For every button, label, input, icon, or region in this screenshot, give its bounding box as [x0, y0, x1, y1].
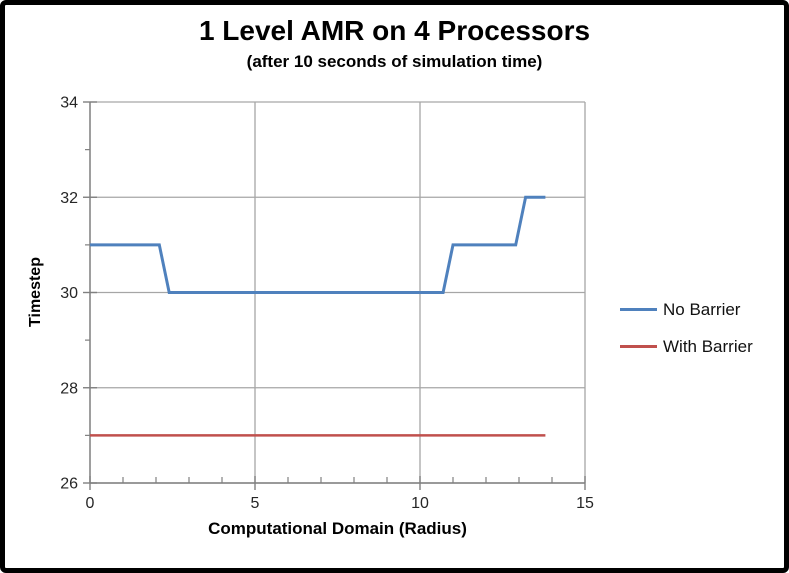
legend-label-no-barrier: No Barrier — [663, 299, 741, 319]
legend: No Barrier With Barrier — [620, 291, 753, 365]
series-line-no-barrier — [90, 195, 546, 294]
chart-subtitle: (after 10 seconds of simulation time) — [246, 52, 543, 71]
x-tick-label: 0 — [86, 495, 95, 512]
legend-line-swatch-with-barrier — [620, 345, 657, 348]
x-tick-label: 5 — [251, 495, 260, 512]
chart-title: 1 Level AMR on 4 Processors — [198, 15, 591, 46]
legend-label-with-barrier: With Barrier — [663, 336, 753, 356]
legend-item-no-barrier: No Barrier — [620, 291, 753, 328]
y-tick-label: 26 — [60, 476, 78, 493]
x-axis-title: Computational Domain (Radius) — [208, 519, 467, 538]
y-tick-label: 28 — [60, 380, 78, 397]
x-tick-label: 15 — [576, 495, 594, 512]
x-tick-label: 10 — [411, 495, 429, 512]
y-tick-label: 34 — [60, 95, 78, 112]
y-axis-title: Timestep — [27, 257, 44, 327]
y-tick-label: 30 — [60, 285, 78, 302]
y-tick-label: 32 — [60, 190, 78, 207]
legend-item-with-barrier: With Barrier — [620, 328, 753, 365]
legend-line-swatch-no-barrier — [620, 308, 657, 311]
